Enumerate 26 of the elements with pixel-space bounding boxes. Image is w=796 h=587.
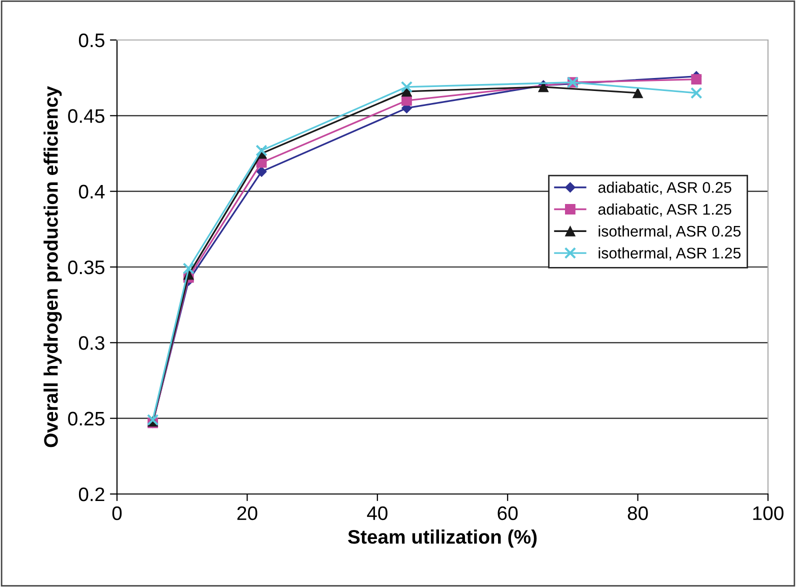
point — [690, 87, 702, 99]
point — [256, 144, 268, 156]
y-tick-label: 0.45 — [68, 109, 104, 123]
y-tick-label: 0.25 — [68, 412, 104, 426]
x-tick-label: 0 — [112, 506, 122, 520]
legend-label: isothermal, ASR 1.25 — [598, 247, 741, 260]
point — [182, 262, 195, 274]
legend-label: adiabatic, ASR 1.25 — [598, 204, 732, 217]
y-tick-label: 0.3 — [78, 336, 104, 350]
x-tick-label: 60 — [498, 506, 518, 520]
x-tick-label: 100 — [753, 506, 784, 520]
y-tick-label: 0.5 — [78, 33, 104, 48]
y-tick-label: 0.2 — [78, 487, 104, 502]
x-tick-label: 40 — [367, 506, 388, 520]
legend-label: adiabatic, ASR 0.25 — [598, 182, 732, 195]
x-tick-label: 20 — [237, 506, 258, 520]
x-tick-label: 80 — [628, 506, 648, 520]
y-tick-label: 0.35 — [68, 260, 104, 274]
point — [691, 74, 702, 85]
point — [256, 166, 267, 177]
point — [400, 81, 413, 93]
x-axis-title: Steam utilization (%) — [348, 529, 537, 548]
legend-label: isothermal, ASR 0.25 — [598, 225, 741, 238]
y-tick-label: 0.4 — [78, 184, 105, 199]
point — [632, 88, 644, 98]
y-axis-title: Overall hydrogen production efficiency — [44, 86, 62, 448]
